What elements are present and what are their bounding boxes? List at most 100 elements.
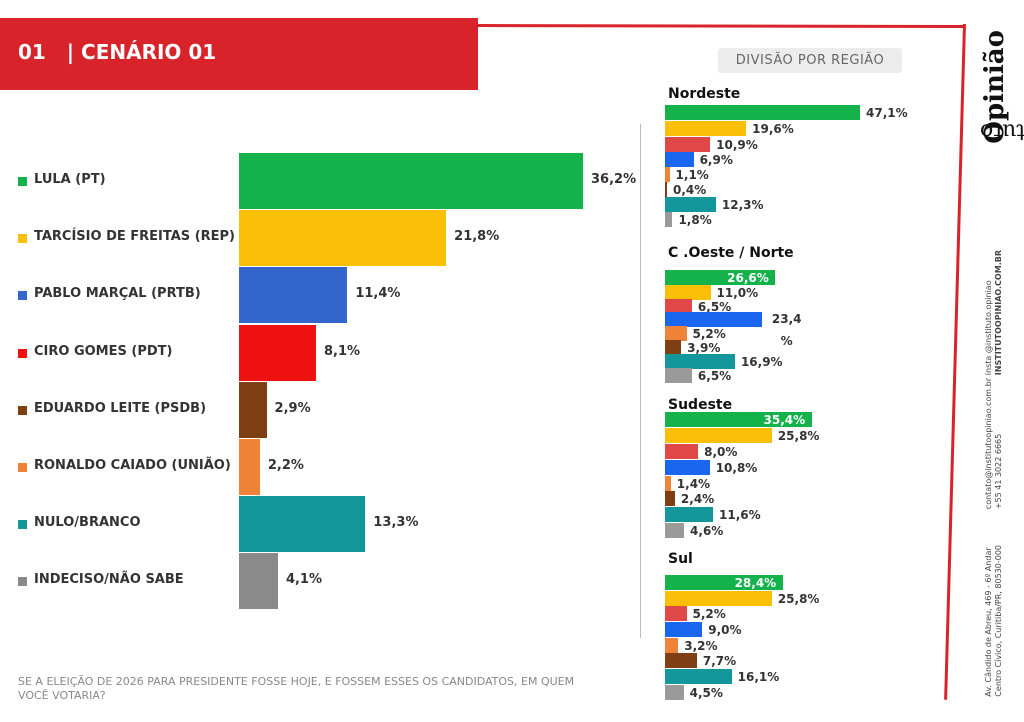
region-title: Nordeste bbox=[668, 86, 741, 102]
region-bar bbox=[665, 312, 762, 327]
bar bbox=[239, 153, 583, 209]
region-title: C .Oeste / Norte bbox=[668, 245, 794, 261]
region-bar-value: 28,4% bbox=[734, 576, 777, 590]
region-bar bbox=[665, 212, 673, 227]
address-info: Av. Cândido de Abreu, 469 - 6º Andar Cen… bbox=[984, 545, 1004, 697]
region-title: Sul bbox=[668, 551, 693, 567]
region-bar-value: 47,1% bbox=[866, 106, 908, 120]
bar-value-label: 21,8% bbox=[454, 229, 500, 245]
region-heading: DIVISÃO POR REGIÃO bbox=[718, 48, 902, 73]
region-bar-value: 10,8% bbox=[715, 461, 758, 475]
region-bar-value: 35,4% bbox=[763, 413, 806, 427]
bar bbox=[239, 496, 366, 553]
region-bar bbox=[665, 507, 714, 522]
legend-swatch bbox=[18, 405, 27, 415]
region-bar-value: 1,8% bbox=[678, 213, 712, 227]
header-banner: 01 | CENÁRIO 01 bbox=[0, 18, 478, 90]
region-bar-value: 11,6% bbox=[719, 508, 761, 522]
contact-email: contato@institutoopiniao.com.br bbox=[984, 378, 993, 510]
region-bar bbox=[665, 476, 671, 491]
candidate-label: PABLO MARÇAL (PRTB) bbox=[34, 286, 201, 302]
region-bar bbox=[665, 575, 783, 590]
candidate-label: LULA (PT) bbox=[34, 172, 106, 187]
bar bbox=[239, 324, 316, 381]
region-bar bbox=[665, 622, 703, 637]
region-bar bbox=[665, 326, 687, 341]
region-bar bbox=[665, 368, 692, 383]
scenario-number: 01 bbox=[18, 40, 46, 64]
region-bar-value: 6,5% bbox=[697, 369, 732, 383]
region-bar bbox=[665, 340, 682, 355]
region-bar bbox=[665, 685, 684, 700]
region-bar-value: 16,1% bbox=[737, 670, 780, 684]
region-bar-value: 25,8% bbox=[777, 592, 820, 606]
region-bar-value: 23,4% bbox=[772, 308, 802, 352]
region-bar bbox=[665, 354, 735, 369]
social-handle: insta @instituto.opiniao bbox=[984, 280, 993, 376]
region-bar bbox=[665, 299, 692, 314]
bar-value-label: 2,9% bbox=[274, 400, 311, 416]
region-bar bbox=[665, 137, 711, 152]
region-bar-value-part: 23,4 bbox=[771, 312, 802, 326]
legend-swatch bbox=[18, 291, 27, 301]
candidate-label: NULO/BRANCO bbox=[34, 515, 141, 531]
region-bar bbox=[665, 444, 699, 459]
region-bar-value: 0,4% bbox=[673, 183, 707, 197]
region-bar-value-part: % bbox=[780, 334, 793, 348]
candidate-label: INDECISO/NÃO SABE bbox=[34, 572, 184, 588]
legend-swatch bbox=[18, 348, 27, 358]
region-bar-value: 9,0% bbox=[708, 623, 742, 637]
region-bar bbox=[665, 523, 685, 538]
region-bar-value: 19,6% bbox=[752, 122, 794, 136]
legend-swatch bbox=[18, 234, 27, 244]
region-bar bbox=[665, 121, 747, 136]
region-bar bbox=[665, 460, 710, 475]
survey-question: SE A ELEIÇÃO DE 2026 PARA PRESIDENTE FOS… bbox=[18, 675, 575, 702]
region-bar-value: 26,6% bbox=[727, 271, 769, 285]
bar bbox=[239, 210, 447, 267]
bar-value-label: 36,2% bbox=[591, 172, 637, 187]
region-bar bbox=[665, 606, 687, 621]
region-bar-value: 3,2% bbox=[684, 639, 718, 653]
brand-logo: Instituto Opinião bbox=[980, 30, 1024, 230]
candidate-label: RONALDO CAIADO (UNIÃO) bbox=[34, 458, 231, 473]
address-line-2: Centro Cívico, Curitiba/PR, 80530-000 bbox=[994, 545, 1003, 697]
bar-value-label: 4,1% bbox=[285, 572, 323, 588]
region-bar-value: 2,4% bbox=[680, 492, 715, 506]
region-bar-value: 6,5% bbox=[697, 300, 732, 314]
brand-name-a: Instituto bbox=[980, 118, 1024, 144]
region-bar-value: 1,4% bbox=[676, 477, 711, 491]
contact-phone: +55 41 3022 6665 bbox=[994, 433, 1003, 510]
region-bar bbox=[665, 167, 670, 182]
legend-swatch bbox=[18, 177, 27, 186]
region-bar bbox=[665, 669, 732, 684]
region-bar bbox=[665, 197, 716, 212]
region-bar-value: 3,9% bbox=[687, 341, 721, 355]
region-bar bbox=[665, 491, 675, 506]
frame-right-line bbox=[944, 23, 966, 700]
region-bar bbox=[665, 285, 711, 300]
legend-swatch bbox=[18, 577, 27, 587]
region-bar bbox=[665, 653, 697, 668]
region-bar-value: 5,2% bbox=[692, 607, 726, 621]
social-info: insta @instituto.opiniao INSTITUTOOPINIA… bbox=[984, 250, 1004, 375]
region-bar bbox=[665, 270, 776, 285]
title-separator: | bbox=[66, 40, 75, 64]
region-bar bbox=[665, 182, 667, 197]
legend-swatch bbox=[18, 520, 27, 530]
region-bar-value: 11,0% bbox=[716, 286, 759, 300]
bar bbox=[239, 553, 278, 610]
region-bar-value: 12,3% bbox=[721, 198, 764, 212]
region-bar-value: 6,9% bbox=[699, 153, 733, 167]
scenario-title: CENÁRIO 01 bbox=[81, 40, 217, 64]
bar-value-label: 2,2% bbox=[267, 458, 304, 473]
region-bar-value: 16,9% bbox=[740, 355, 783, 369]
region-bar-value: 7,7% bbox=[702, 654, 737, 668]
bar-value-label: 8,1% bbox=[323, 343, 361, 359]
region-bar-value: 5,2% bbox=[692, 327, 726, 341]
region-title: Sudeste bbox=[668, 397, 733, 413]
frame-top-line bbox=[477, 24, 965, 29]
bar-value-label: 13,3% bbox=[373, 515, 419, 531]
address-line-1: Av. Cândido de Abreu, 469 - 6º Andar bbox=[984, 547, 993, 697]
region-bar-value: 8,0% bbox=[704, 445, 738, 459]
